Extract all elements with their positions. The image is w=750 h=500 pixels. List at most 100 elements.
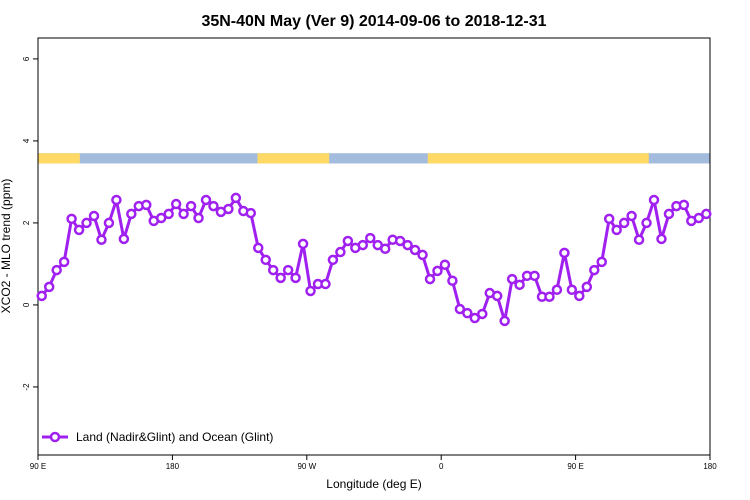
- data-point: [335, 246, 346, 258]
- data-point: [305, 285, 316, 297]
- data-point: [462, 307, 473, 319]
- data-point: [701, 208, 712, 220]
- data-point: [253, 242, 264, 254]
- land-segment: [427, 153, 649, 164]
- data-point: [245, 207, 257, 219]
- data-point: [693, 212, 705, 224]
- data-point: [641, 217, 652, 229]
- data-point: [394, 235, 406, 247]
- data-point: [611, 224, 622, 236]
- data-point: [566, 284, 578, 296]
- data-point: [282, 264, 294, 276]
- data-point: [633, 234, 645, 245]
- data-point: [447, 275, 458, 286]
- x-tick-label: 0: [439, 462, 444, 471]
- y-tick-label: -2: [22, 383, 31, 391]
- data-point: [589, 264, 600, 276]
- legend-label: Land (Nadir&Glint) and Ocean (Glint): [76, 430, 273, 444]
- data-point: [678, 199, 690, 211]
- data-point: [230, 192, 242, 204]
- data-point: [208, 200, 219, 212]
- x-tick-label: 90 E: [567, 462, 583, 471]
- data-point: [88, 210, 100, 222]
- x-tick-label: 180: [166, 462, 180, 471]
- data-point: [596, 256, 607, 268]
- y-tick-label: 0: [22, 302, 31, 307]
- x-tick-label: 90 E: [30, 462, 46, 471]
- data-point: [96, 234, 107, 245]
- data-point: [544, 291, 555, 302]
- y-tick-label: 4: [22, 138, 31, 143]
- y-tick-label: 2: [22, 220, 31, 225]
- data-point: [111, 194, 122, 206]
- data-point: [185, 200, 197, 212]
- data-point: [559, 247, 570, 259]
- x-tick-label: 180: [703, 462, 717, 471]
- data-point: [193, 212, 204, 224]
- data-point: [432, 265, 443, 277]
- data-point: [574, 290, 585, 302]
- data-point: [297, 238, 309, 250]
- data-point: [275, 272, 286, 284]
- chart-title: 35N-40N May (Ver 9) 2014-09-06 to 2018-1…: [201, 13, 546, 30]
- data-point: [51, 264, 62, 276]
- data-point: [417, 249, 428, 261]
- data-point: [320, 278, 331, 290]
- data-point: [603, 213, 615, 225]
- data-point: [141, 199, 152, 211]
- data-point: [267, 264, 279, 276]
- data-point: [163, 208, 174, 220]
- data-point: [551, 284, 563, 296]
- data-point: [260, 254, 271, 266]
- data-point: [379, 243, 391, 255]
- data-point: [66, 213, 77, 225]
- data-point: [514, 279, 525, 291]
- data-point: [454, 303, 466, 315]
- data-point: [170, 198, 182, 210]
- land-segment: [38, 153, 80, 164]
- data-point: [506, 273, 518, 285]
- data-point: [365, 232, 376, 244]
- data-point: [118, 233, 130, 245]
- data-point: [469, 312, 481, 324]
- data-point: [402, 239, 413, 251]
- data-point: [439, 259, 451, 270]
- legend-marker: [49, 431, 61, 443]
- data-point: [58, 256, 70, 268]
- data-point: [409, 244, 421, 256]
- x-axis-label: Longitude (deg E): [326, 477, 421, 491]
- data-point: [81, 217, 92, 229]
- data-point: [290, 272, 301, 284]
- data-point: [126, 208, 137, 220]
- data-point: [43, 281, 55, 293]
- data-point: [656, 233, 667, 245]
- x-tick-label: 90 W: [297, 462, 316, 471]
- y-tick-label: 6: [22, 56, 31, 61]
- data-point: [357, 239, 369, 251]
- data-point: [529, 270, 540, 282]
- land-segment: [257, 153, 330, 164]
- data-point: [499, 315, 510, 327]
- data-point: [581, 281, 593, 293]
- data-point: [223, 203, 234, 215]
- data-point: [327, 254, 339, 266]
- data-point: [155, 212, 167, 224]
- data-point: [626, 210, 637, 222]
- data-point: [36, 290, 47, 302]
- data-point: [178, 208, 189, 220]
- data-point: [648, 194, 660, 206]
- data-point: [424, 273, 436, 285]
- plot-frame: [37, 37, 711, 456]
- data-point: [477, 308, 488, 320]
- ocean-band: [38, 153, 710, 164]
- data-point: [491, 290, 503, 302]
- data-point: [103, 217, 115, 229]
- data-point: [618, 217, 630, 229]
- data-point: [200, 194, 212, 206]
- y-axis-label: XCO2 - MLO trend (ppm): [0, 179, 13, 314]
- data-point: [342, 235, 354, 247]
- data-point: [73, 224, 85, 236]
- data-point: [663, 208, 675, 220]
